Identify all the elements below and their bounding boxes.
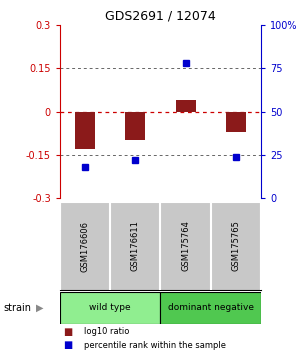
Text: GSM176606: GSM176606 bbox=[81, 221, 90, 272]
Bar bbox=[160, 292, 261, 324]
Text: ▶: ▶ bbox=[36, 303, 44, 313]
Text: GSM176611: GSM176611 bbox=[131, 221, 140, 272]
Text: dominant negative: dominant negative bbox=[168, 303, 254, 313]
Text: wild type: wild type bbox=[89, 303, 131, 313]
Text: GSM175765: GSM175765 bbox=[231, 221, 240, 272]
Bar bbox=[176, 100, 196, 112]
Bar bbox=[226, 112, 246, 132]
Text: percentile rank within the sample: percentile rank within the sample bbox=[84, 341, 226, 350]
Text: log10 ratio: log10 ratio bbox=[84, 327, 129, 336]
Text: strain: strain bbox=[3, 303, 31, 313]
Bar bbox=[75, 112, 95, 149]
Text: GSM175764: GSM175764 bbox=[181, 221, 190, 272]
Text: ■: ■ bbox=[63, 340, 72, 350]
Text: ■: ■ bbox=[63, 327, 72, 337]
Title: GDS2691 / 12074: GDS2691 / 12074 bbox=[105, 9, 216, 22]
Bar bbox=[125, 112, 146, 141]
Bar bbox=[60, 292, 160, 324]
